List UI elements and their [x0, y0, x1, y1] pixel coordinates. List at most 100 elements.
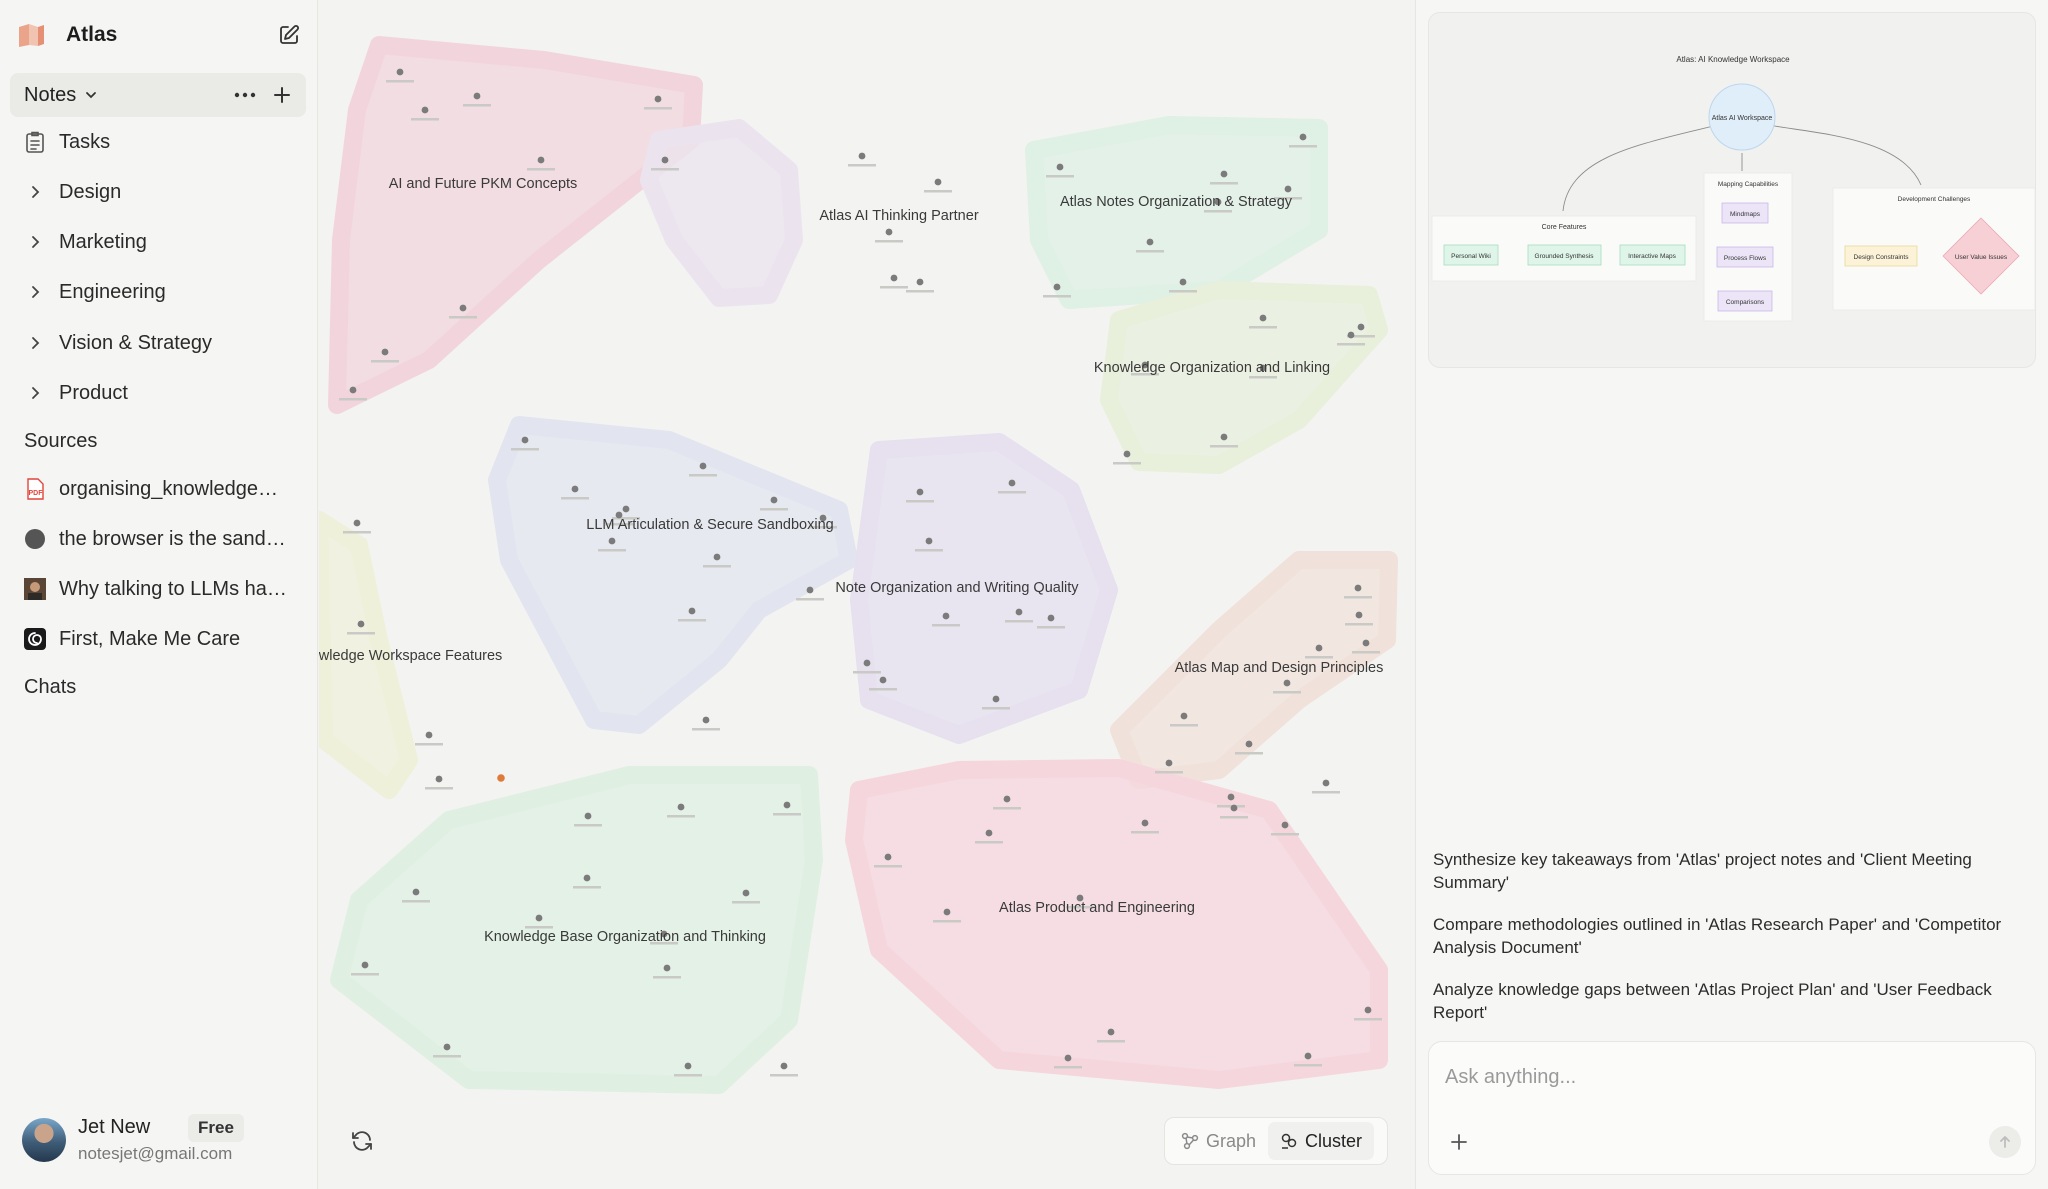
sidebar-item-vision-strategy[interactable]: Vision & Strategy	[24, 324, 306, 362]
cluster-region[interactable]	[488, 416, 858, 734]
note-node[interactable]	[608, 537, 616, 545]
note-node[interactable]	[1056, 163, 1064, 171]
refresh-button[interactable]	[347, 1126, 377, 1156]
ask-input[interactable]	[1445, 1060, 2005, 1094]
note-node[interactable]	[677, 803, 685, 811]
note-node[interactable]	[435, 775, 443, 783]
cluster-label[interactable]: Note Organization and Writing Quality	[835, 580, 1079, 596]
note-node[interactable]	[396, 68, 404, 76]
note-node[interactable]	[925, 537, 933, 545]
source-item-make-me-care[interactable]: First, Make Me Care	[24, 620, 306, 658]
note-node[interactable]	[1141, 361, 1149, 369]
note-node[interactable]	[1347, 331, 1355, 339]
source-item-browser-sandbox[interactable]: the browser is the sand…	[24, 520, 306, 558]
diagram-preview[interactable]: Atlas: AI Knowledge Workspace Atlas AI W…	[1428, 12, 2036, 368]
note-node[interactable]	[713, 553, 721, 561]
note-node[interactable]	[459, 304, 467, 312]
cluster-label[interactable]: Atlas Notes Organization & Strategy	[1060, 194, 1293, 210]
cluster-region[interactable]	[640, 119, 803, 307]
note-node[interactable]	[357, 620, 365, 628]
note-node[interactable]	[1047, 614, 1055, 622]
note-node[interactable]	[521, 436, 529, 444]
note-node[interactable]	[1015, 608, 1023, 616]
note-node[interactable]	[934, 178, 942, 186]
add-note-icon[interactable]	[270, 83, 294, 107]
note-node[interactable]	[1220, 170, 1228, 178]
sidebar-item-engineering[interactable]: Engineering	[24, 273, 306, 311]
sidebar-item-design[interactable]: Design	[24, 173, 306, 211]
note-node[interactable]	[780, 1062, 788, 1070]
knowledge-map-canvas[interactable]: AI and Future PKM Concepts Atlas AI Think…	[319, 0, 1414, 1189]
note-node[interactable]	[663, 964, 671, 972]
cluster-graph[interactable]: AI and Future PKM Concepts Atlas AI Think…	[319, 0, 1414, 1189]
note-node[interactable]	[1304, 1052, 1312, 1060]
source-item-talking-to-llms[interactable]: Why talking to LLMs ha…	[24, 570, 306, 608]
note-node[interactable]	[858, 152, 866, 160]
note-node[interactable]	[770, 496, 778, 504]
note-node[interactable]	[615, 511, 623, 519]
cluster-label[interactable]: Atlas AI Thinking Partner	[819, 208, 978, 224]
note-node[interactable]	[1299, 133, 1307, 141]
cluster-label[interactable]: LLM Articulation & Secure Sandboxing	[586, 517, 833, 533]
note-node[interactable]	[688, 607, 696, 615]
cluster-region[interactable]	[319, 511, 418, 799]
note-node[interactable]	[1362, 639, 1370, 647]
note-node[interactable]	[992, 695, 1000, 703]
note-node[interactable]	[1245, 740, 1253, 748]
note-node[interactable]	[381, 348, 389, 356]
note-node[interactable]	[1230, 804, 1238, 812]
note-node[interactable]	[1284, 185, 1292, 193]
user-profile[interactable]: Jet New Free notesjet@gmail.com	[22, 1114, 302, 1164]
note-node[interactable]	[1064, 1054, 1072, 1062]
cluster-label[interactable]: Knowledge Base Organization and Thinking	[484, 929, 766, 945]
cluster-region[interactable]	[1025, 116, 1328, 309]
note-node[interactable]	[1003, 795, 1011, 803]
note-node[interactable]	[1165, 759, 1173, 767]
selected-note-node[interactable]	[497, 774, 505, 782]
sidebar-item-product[interactable]: Product	[24, 374, 306, 412]
note-node[interactable]	[1146, 238, 1154, 246]
note-node[interactable]	[412, 888, 420, 896]
note-node[interactable]	[622, 505, 630, 513]
attach-button[interactable]	[1445, 1128, 1473, 1156]
note-node[interactable]	[537, 156, 545, 164]
new-note-button[interactable]	[274, 20, 304, 50]
suggestion-2[interactable]: Compare methodologies outlined in 'Atlas…	[1433, 915, 2002, 957]
note-node[interactable]	[1227, 793, 1235, 801]
note-node[interactable]	[1259, 364, 1267, 372]
cluster-view-button[interactable]: Cluster	[1268, 1122, 1375, 1160]
note-node[interactable]	[571, 485, 579, 493]
note-node[interactable]	[353, 519, 361, 527]
note-node[interactable]	[863, 659, 871, 667]
note-node[interactable]	[473, 92, 481, 100]
note-node[interactable]	[943, 908, 951, 916]
note-node[interactable]	[443, 1043, 451, 1051]
note-node[interactable]	[349, 386, 357, 394]
note-node[interactable]	[1123, 450, 1131, 458]
send-button[interactable]	[1989, 1126, 2021, 1158]
graph-view-button[interactable]: Graph	[1169, 1122, 1268, 1160]
note-node[interactable]	[1315, 644, 1323, 652]
cluster-region[interactable]	[845, 759, 1388, 1089]
suggestion-1[interactable]: Synthesize key takeaways from 'Atlas' pr…	[1433, 850, 1972, 892]
note-node[interactable]	[702, 716, 710, 724]
cluster-label[interactable]: Atlas Product and Engineering	[999, 900, 1195, 916]
more-options-icon[interactable]	[232, 83, 258, 107]
note-node[interactable]	[942, 612, 950, 620]
cluster-region[interactable]	[1100, 281, 1388, 474]
sidebar-item-tasks[interactable]: Tasks	[24, 123, 306, 161]
note-node[interactable]	[819, 514, 827, 522]
note-node[interactable]	[916, 278, 924, 286]
note-node[interactable]	[884, 853, 892, 861]
note-node[interactable]	[1053, 283, 1061, 291]
source-item-organising-knowledge[interactable]: PDF organising_knowledge…	[24, 470, 306, 508]
note-node[interactable]	[425, 731, 433, 739]
note-node[interactable]	[660, 930, 668, 938]
cluster-label[interactable]: l Knowledge Workspace Features	[319, 648, 502, 664]
note-node[interactable]	[1322, 779, 1330, 787]
note-node[interactable]	[916, 488, 924, 496]
note-node[interactable]	[1141, 819, 1149, 827]
notes-section-header[interactable]: Notes	[10, 73, 306, 117]
note-node[interactable]	[699, 462, 707, 470]
note-node[interactable]	[1214, 198, 1222, 206]
